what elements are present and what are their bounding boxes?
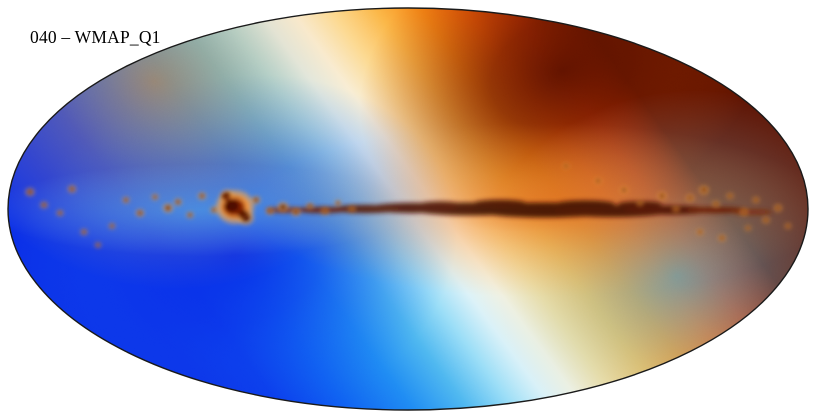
page-title: 040 – WMAP_Q1 bbox=[30, 27, 161, 47]
projection-outline bbox=[7, 7, 809, 411]
